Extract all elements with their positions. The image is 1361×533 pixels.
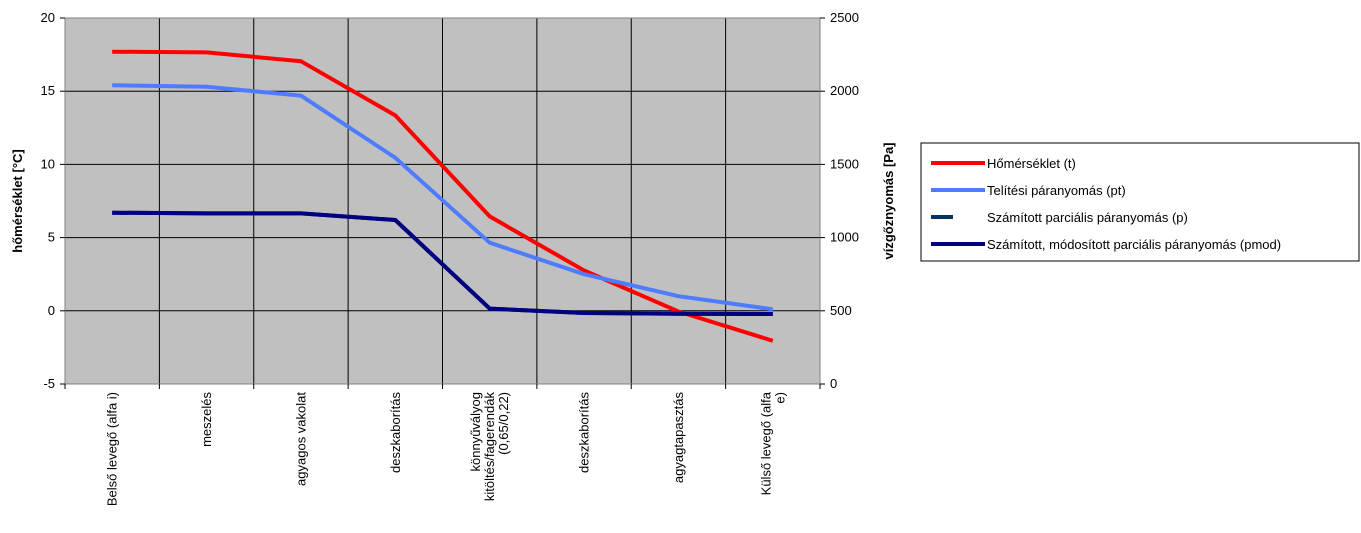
series-line	[112, 49, 774, 343]
x-tick-label: Belső levegő (alfa i)	[105, 392, 120, 506]
series-line	[112, 210, 773, 316]
y2-tick-label: 500	[830, 303, 852, 318]
x-tick-label: deszkaborítás	[388, 392, 403, 473]
legend-label: Számított parciális páranyomás (p)	[987, 210, 1188, 225]
y-tick-label: 5	[48, 230, 55, 245]
x-tick-label-line: (0,65/0,22)	[496, 392, 511, 455]
x-tick-label-line: e)	[772, 392, 787, 404]
legend-box	[920, 142, 1360, 262]
y2-tick-label: 2000	[830, 83, 859, 98]
x-tick-label: deszkaborítás	[577, 392, 592, 473]
x-tick-label-line: agyagtapasztás	[671, 392, 686, 484]
x-tick-label: meszelés	[199, 392, 214, 447]
x-tick-label-line: deszkaborítás	[388, 392, 403, 473]
series-lines	[112, 49, 774, 343]
y-tick-label: 15	[41, 83, 55, 98]
y2-axis-title: vízgőznyomás [Pa]	[881, 142, 896, 259]
legend-label: Hőmérséklet (t)	[987, 156, 1076, 171]
y-tick-label: 10	[41, 156, 55, 171]
x-tick-label-line: Külső levegő (alfa	[758, 391, 773, 495]
x-tick-label: könnyűvályog kitöltés/fagerendák (0,65/0,2…	[468, 392, 511, 502]
y-axis-title: hőmérséklet [°C]	[10, 149, 25, 252]
axes: -5 0 5 10 15 20 0 500 1000 1500 2000 2500 Belső leve…	[41, 10, 859, 506]
series-line	[112, 83, 774, 312]
x-tick-label-line: kitöltés/fagerendák	[482, 392, 497, 502]
x-tick-label-line: Belső levegő (alfa i)	[105, 392, 120, 506]
y-tick-label: 20	[41, 10, 55, 25]
legend: Hőmérséklet (t) Telítési páranyomás (pt) S…	[920, 142, 1360, 262]
y2-tick-label: 2500	[830, 10, 859, 25]
x-tick-label: Külső levegő (alfa e)	[758, 391, 787, 495]
legend-label: Telítési páranyomás (pt)	[987, 183, 1126, 198]
y2-tick-label: 0	[830, 376, 837, 391]
legend-label: Számított, módosított parciális páranyom…	[987, 237, 1281, 252]
y2-tick-label: 1000	[830, 230, 859, 245]
y2-tick-label: 1500	[830, 156, 859, 171]
x-tick-label: agyagos vakolat	[293, 392, 308, 486]
x-tick-label-line: deszkaborítás	[577, 392, 592, 473]
x-tick-label-line: könnyűvályog	[468, 392, 483, 472]
x-tick-label-line: agyagos vakolat	[293, 392, 308, 486]
y-tick-label: 0	[48, 303, 55, 318]
x-tick-label-line: meszelés	[199, 392, 214, 447]
x-tick-label: agyagtapasztás	[671, 392, 686, 484]
y-tick-label: -5	[43, 376, 55, 391]
